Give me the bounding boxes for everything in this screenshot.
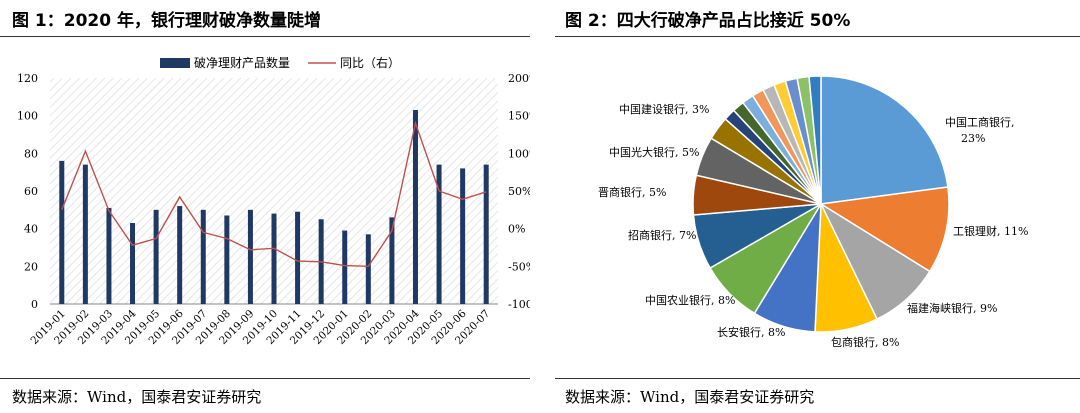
bar	[389, 217, 395, 304]
y-right-tick-label: 50%	[508, 185, 530, 198]
pie-label: 中国建设银行, 3%	[619, 102, 709, 116]
figure-1-top-rule	[0, 36, 530, 37]
bar	[200, 209, 206, 304]
pie-slice	[818, 186, 950, 273]
pie-slice	[820, 75, 949, 205]
y-left-tick-label: 20	[24, 260, 38, 273]
bar	[295, 211, 301, 304]
bar	[460, 168, 466, 304]
y-left-tick-label: 100	[17, 110, 38, 123]
bar	[483, 164, 489, 304]
yoy-line	[61, 120, 487, 268]
bar	[342, 230, 348, 304]
y-right-tick-label: 200%	[508, 72, 530, 85]
pie-label: 工银理财, 11%	[953, 224, 1028, 238]
figure-2-source: 数据来源：Wind，国泰君安证券研究	[565, 388, 815, 406]
bar	[436, 164, 442, 304]
bar	[247, 209, 253, 304]
figure-1-title: 图 1：2020 年，银行理财破净数量陡增	[12, 11, 321, 31]
bar	[412, 110, 418, 305]
legend-bar-label: 破净理财产品数量	[194, 55, 290, 70]
combo-chart: 0 20 40 60 80 100 120 -100% -50% 0% 50% 100% 150% 200…	[17, 55, 530, 347]
figure-1-bottom-rule	[0, 378, 530, 379]
pie-label: 招商银行, 7%	[628, 228, 696, 242]
pie-label: 中国光大银行, 5%	[609, 145, 699, 159]
y-right-tick-label: 100%	[508, 147, 530, 160]
y-right-tick-label: -50%	[508, 260, 530, 273]
pie-label: 23%	[961, 132, 985, 145]
pie-label: 中国工商银行,	[945, 115, 1015, 129]
y-right-tick-label: 0%	[508, 223, 525, 236]
pie-label: 包商银行, 8%	[831, 335, 899, 349]
bar	[224, 215, 230, 304]
y-right-tick-label: 150%	[508, 110, 530, 123]
figure-2-title: 图 2：四大行破净产品占比接近 50%	[565, 11, 851, 31]
legend-line-label: 同比（右）	[340, 55, 400, 70]
pie-label: 福建海峡银行, 9%	[907, 301, 997, 315]
y-left-tick-label: 0	[31, 298, 38, 311]
legend-bar-swatch	[160, 58, 190, 68]
y-left-tick-label: 120	[17, 72, 38, 85]
pie-label: 晋商银行, 5%	[598, 185, 666, 199]
pie-label: 中国农业银行, 8%	[645, 293, 735, 307]
bar	[177, 206, 183, 304]
bar	[153, 209, 159, 304]
y-left-tick-label: 60	[24, 185, 38, 198]
bar	[271, 213, 277, 304]
figure-2-top-rule	[555, 36, 1080, 37]
figure-2-panel: 图 2：四大行破净产品占比接近 50% 中国工商银行, 23% 工银理财, 11% 福…	[555, 0, 1080, 413]
bar	[59, 160, 65, 304]
pie-chart: 中国工商银行, 23% 工银理财, 11% 福建海峡银行, 9% 包商银行, 8% 长安银…	[598, 75, 1028, 349]
y-left-tick-label: 80	[24, 147, 38, 160]
y-right-tick-label: -100%	[508, 298, 530, 311]
figure-2-bottom-rule	[555, 378, 1080, 379]
bar	[106, 207, 112, 304]
figure-1-source: 数据来源：Wind，国泰君安证券研究	[12, 388, 262, 406]
bar	[82, 164, 88, 304]
bar	[130, 223, 136, 304]
pie-label: 长安银行, 8%	[717, 325, 785, 339]
pie-slice	[808, 75, 822, 205]
figure-1-panel: 图 1：2020 年，银行理财破净数量陡增 0 20 40 60 80 100 120 -10…	[0, 0, 530, 413]
y-left-tick-label: 40	[24, 223, 38, 236]
bar	[365, 234, 371, 304]
